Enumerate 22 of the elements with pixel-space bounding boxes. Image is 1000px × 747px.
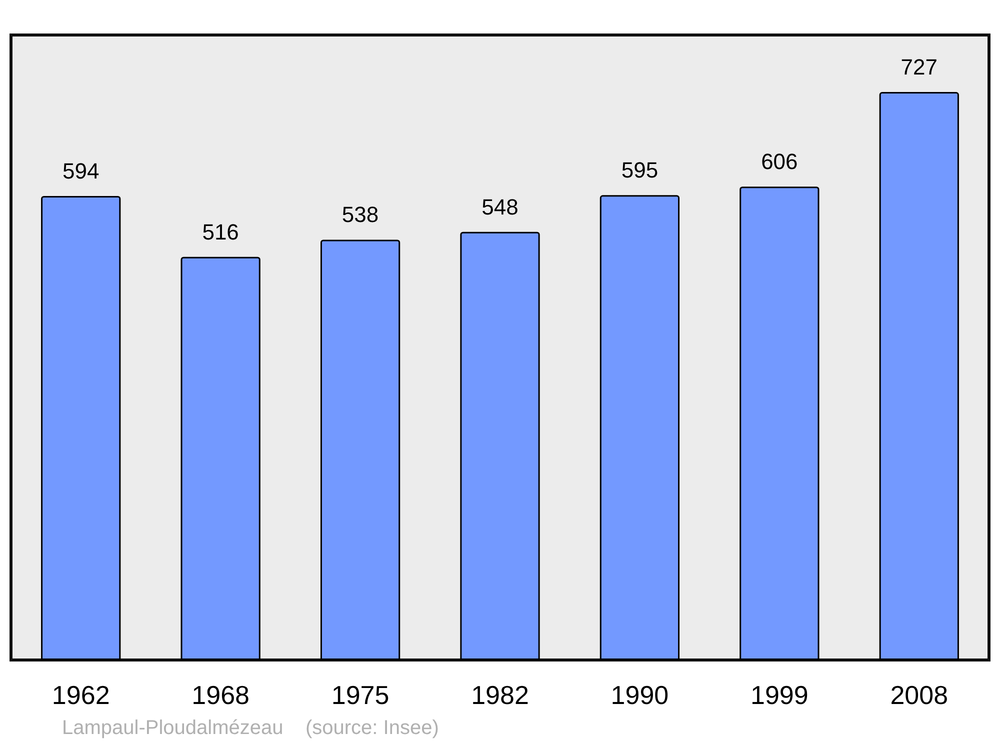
x-tick-label: 1990 — [610, 680, 669, 710]
data-label: 516 — [202, 219, 239, 244]
bar — [460, 232, 540, 660]
data-label: 594 — [62, 158, 100, 184]
data-label: 727 — [900, 54, 938, 80]
data-label: 595 — [621, 158, 658, 183]
bar — [879, 92, 959, 660]
data-label: 606 — [761, 149, 798, 174]
bar — [180, 256, 260, 660]
bar — [41, 196, 121, 660]
text: Lampaul-Ploudalmézeau (source: Insee) — [62, 717, 439, 739]
bar — [600, 195, 680, 660]
data-label: 548 — [482, 194, 518, 220]
data-label: 538 — [342, 202, 379, 228]
x-tick-label: 1999 — [750, 680, 808, 710]
x-tick-label: 1982 — [471, 680, 529, 710]
x-tick-label: 1962 — [52, 680, 110, 710]
x-tick-label: 1975 — [331, 680, 390, 710]
x-tick-label: 2008 — [890, 680, 948, 710]
bar — [320, 240, 400, 660]
x-tick-label: 1968 — [192, 680, 250, 710]
bar — [740, 186, 820, 660]
